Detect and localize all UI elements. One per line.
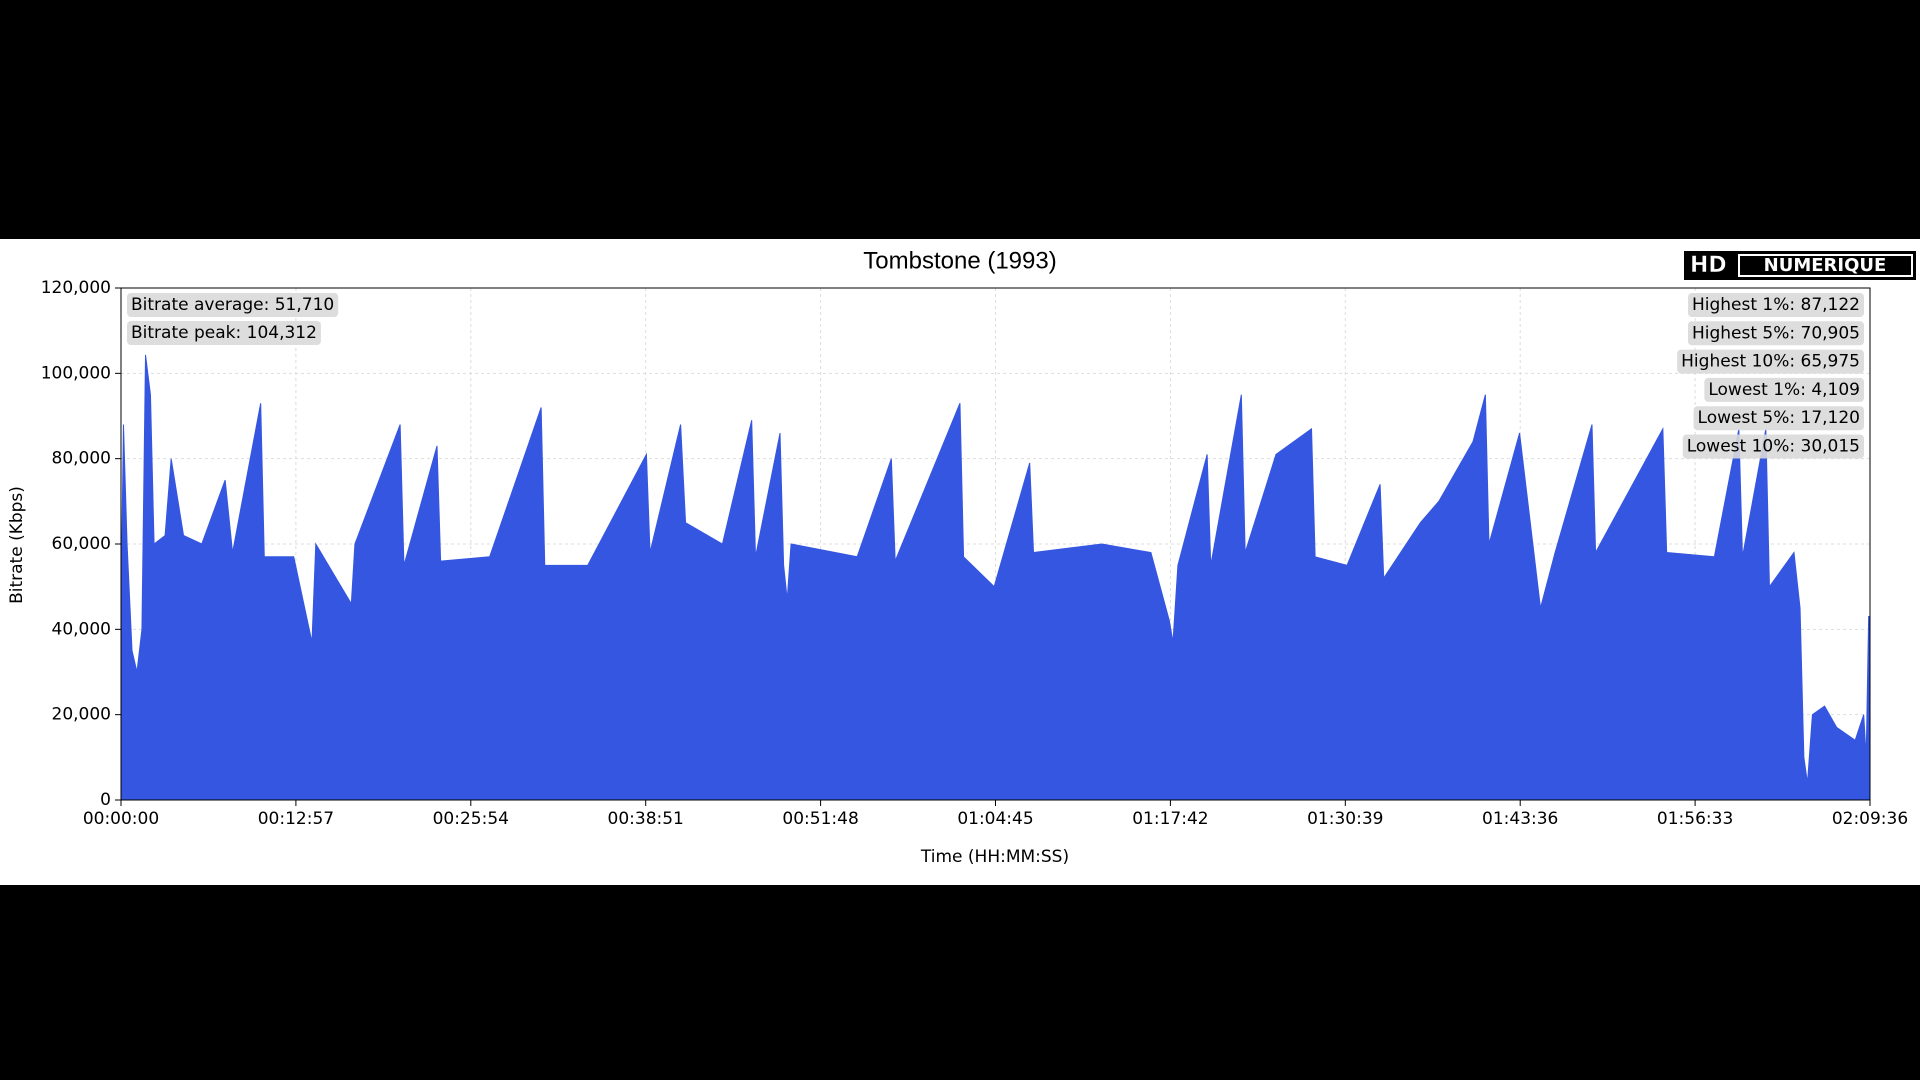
x-tick-label: 00:51:48 <box>782 809 858 829</box>
annotation-text: Lowest 5%: 17,120 <box>1698 408 1860 428</box>
annotation: Lowest 10%: 30,015 <box>1682 434 1864 459</box>
annotation-background <box>127 293 339 317</box>
annotation: Highest 10%: 65,975 <box>1677 349 1864 374</box>
x-tick-label: 01:56:33 <box>1657 809 1733 829</box>
x-tick-label: 00:00:00 <box>83 809 159 829</box>
y-tick-label: 120,000 <box>41 278 111 298</box>
x-tick-label: 00:38:51 <box>608 809 684 829</box>
annotation-text: Bitrate peak: 104,312 <box>131 323 317 343</box>
x-tick-label: 00:12:57 <box>258 809 334 829</box>
y-axis-label: Bitrate (Kbps) <box>7 486 27 604</box>
y-tick-label: 40,000 <box>52 619 111 639</box>
annotation-text: Highest 1%: 87,122 <box>1692 295 1860 315</box>
chart-title: Tombstone (1993) <box>863 247 1056 274</box>
annotation-text: Lowest 1%: 4,109 <box>1708 380 1860 400</box>
bitrate-area <box>120 354 1871 801</box>
y-tick-label: 20,000 <box>52 705 111 725</box>
annotation-background <box>1677 349 1864 374</box>
annotation-text: Bitrate average: 51,710 <box>131 295 334 315</box>
x-tick-label: 01:30:39 <box>1307 809 1383 829</box>
y-tick-label: 80,000 <box>52 449 111 469</box>
annotation-text: Lowest 10%: 30,015 <box>1687 437 1860 457</box>
logo-hd: HD <box>1690 253 1727 278</box>
x-axis-label: Time (HH:MM:SS) <box>920 847 1069 867</box>
annotation-background <box>1704 377 1864 402</box>
annotation: Highest 1%: 87,122 <box>1687 293 1864 317</box>
annotation-text: Highest 5%: 70,905 <box>1692 323 1860 343</box>
x-tick-label: 01:43:36 <box>1482 809 1558 829</box>
annotation-background <box>1687 293 1864 317</box>
logo-numerique: NUMERIQUE <box>1764 255 1887 276</box>
x-tick-label: 01:17:42 <box>1132 809 1208 829</box>
y-tick-label: 60,000 <box>52 534 111 554</box>
annotation-text: Highest 10%: 65,975 <box>1681 352 1860 372</box>
annotation-background <box>1687 321 1864 346</box>
annotation: Bitrate peak: 104,312 <box>127 321 321 345</box>
x-tick-label: 01:04:45 <box>957 809 1033 829</box>
annotation-background <box>1693 406 1864 431</box>
x-tick-label: 00:25:54 <box>433 809 509 829</box>
annotation: Lowest 5%: 17,120 <box>1693 406 1864 431</box>
annotation: Lowest 1%: 4,109 <box>1704 377 1864 402</box>
logo-inner <box>1740 256 1911 275</box>
annotation: Bitrate average: 51,710 <box>127 293 339 317</box>
y-tick-label: 0 <box>100 790 111 810</box>
x-tick-label: 02:09:36 <box>1832 809 1908 829</box>
annotation-background <box>1682 434 1864 459</box>
annotation-background <box>127 321 321 345</box>
plot-frame <box>120 287 1871 801</box>
annotation: Highest 5%: 70,905 <box>1687 321 1864 346</box>
y-tick-label: 100,000 <box>41 363 111 383</box>
